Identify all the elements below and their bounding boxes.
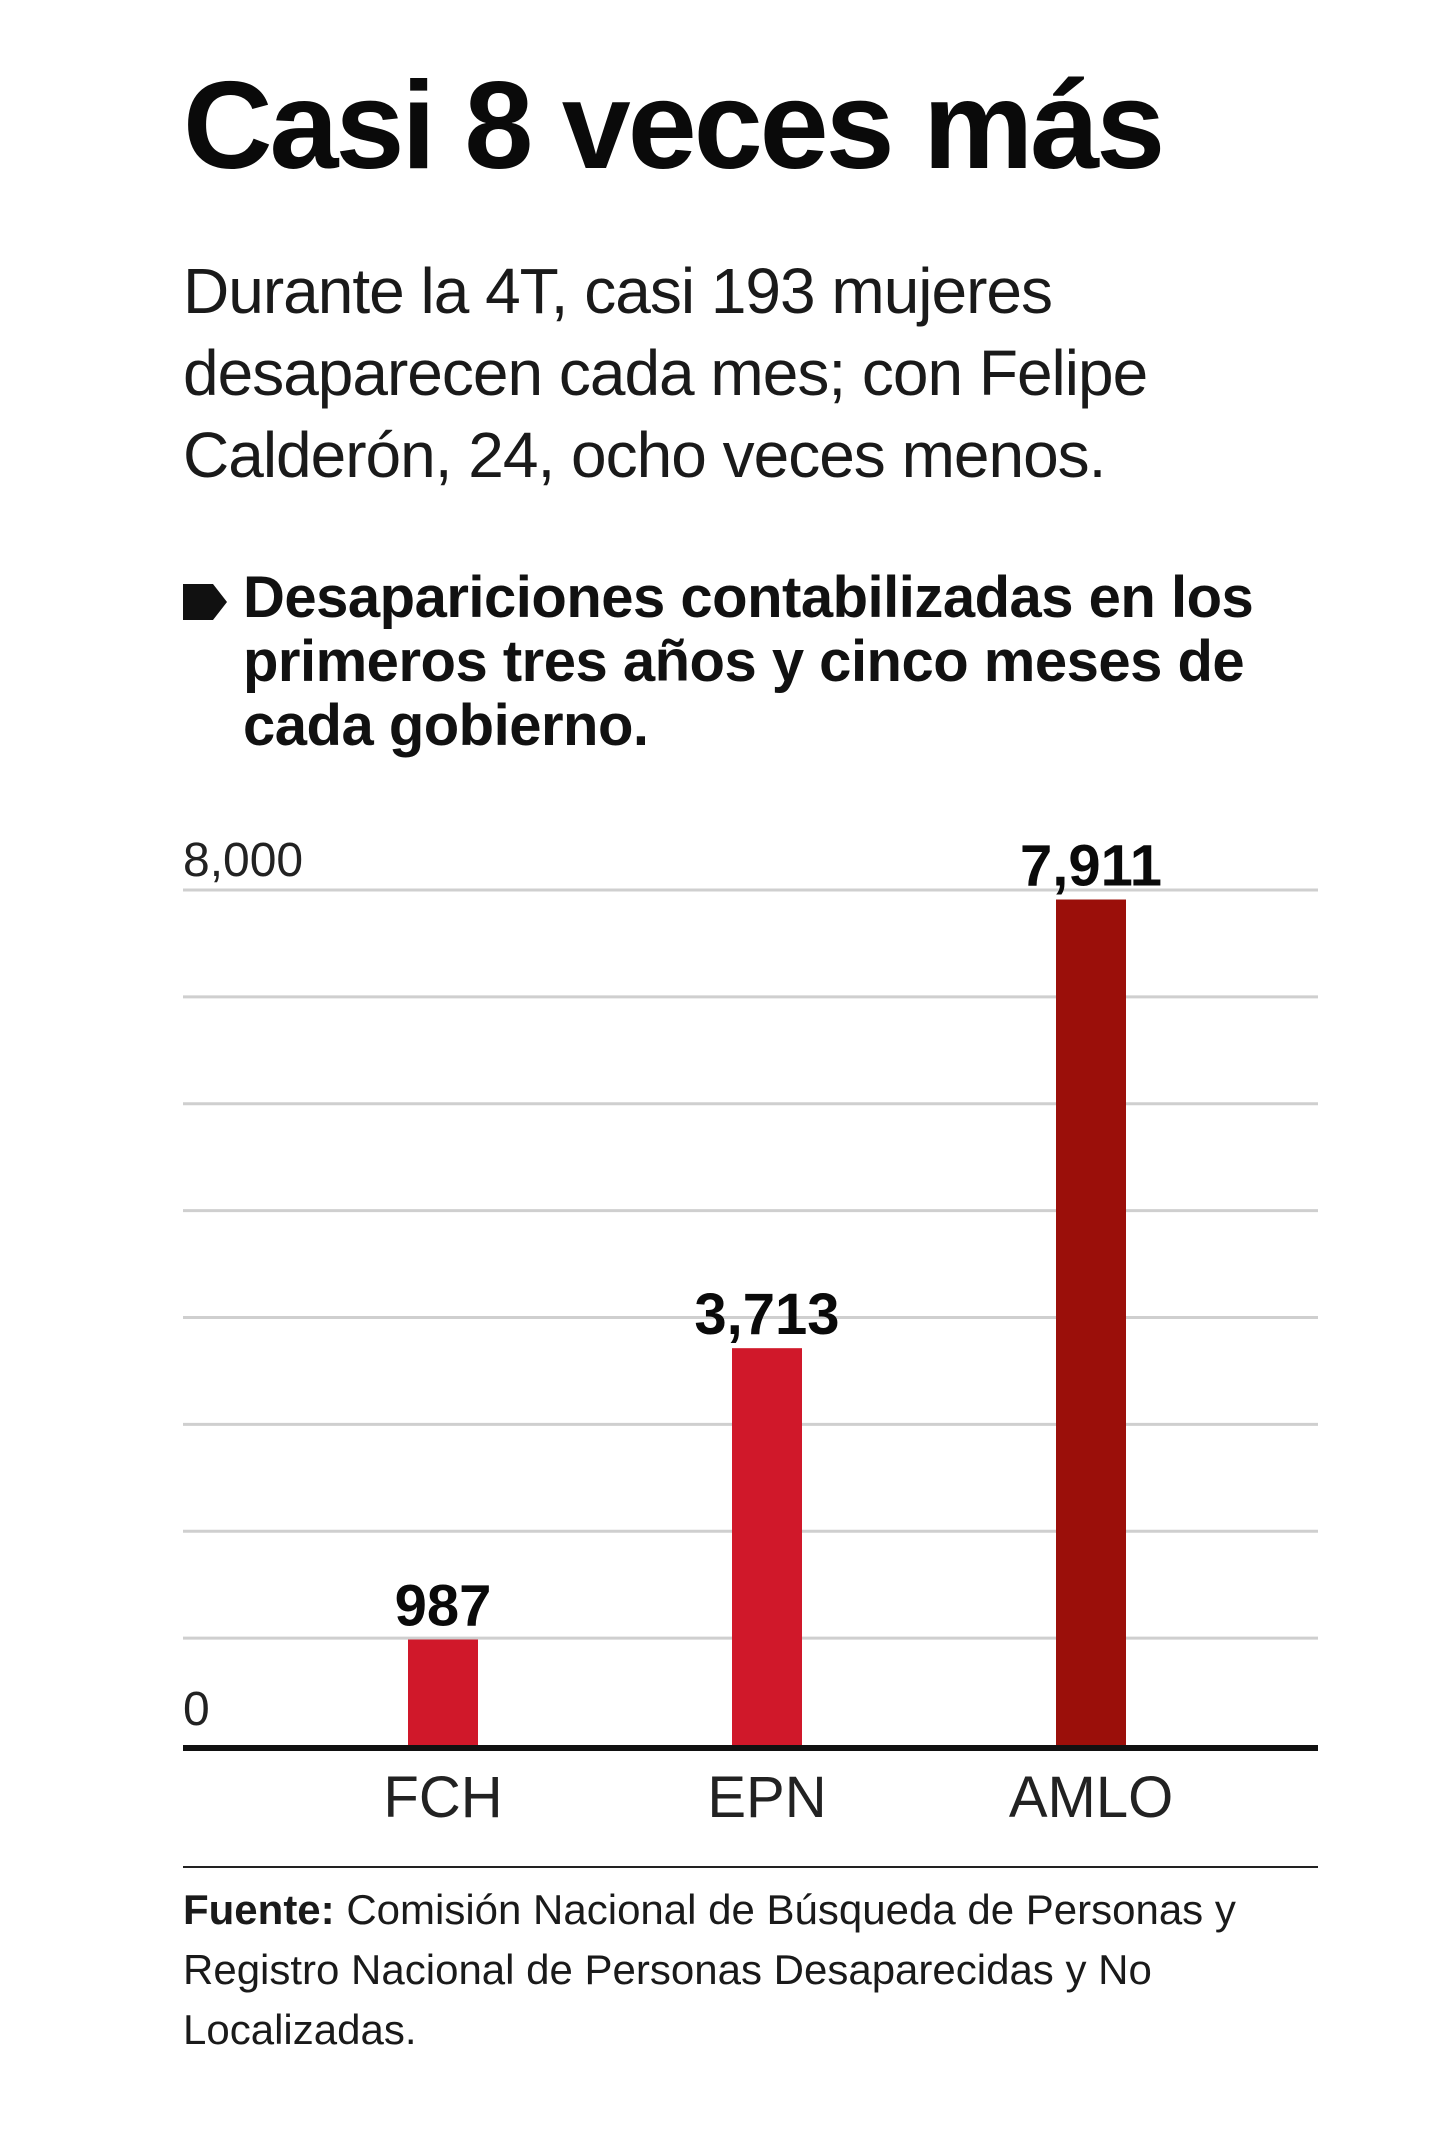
bar-epn: [732, 1348, 802, 1745]
x-tick-label: EPN: [707, 1765, 826, 1830]
data-label: 7,911: [1020, 834, 1162, 899]
source-label: Fuente:: [183, 1886, 335, 1933]
y-tick-label: 8,000: [183, 834, 303, 887]
chart-title: Casi 8 veces más: [183, 57, 1165, 195]
source-divider: [183, 1866, 1318, 1868]
bullet-arrow-icon: [183, 584, 227, 620]
bar-chart: 0 8,000 987 FCH 3,713 EPN 7,911 AMLO: [183, 834, 1318, 1830]
data-label: 3,713: [694, 1282, 839, 1347]
data-label: 987: [395, 1574, 492, 1639]
chart-subtitle: Durante la 4T, casi 193 mujeres desapare…: [183, 255, 1148, 491]
chart-heading-text: Desapariciones contabilizadas en los pri…: [243, 565, 1254, 758]
y-tick-label: 0: [183, 1683, 210, 1736]
x-tick-label: AMLO: [1009, 1765, 1173, 1830]
bar-amlo: [1056, 899, 1126, 1745]
bar-fch: [408, 1639, 478, 1745]
x-tick-label: FCH: [383, 1765, 502, 1830]
source-text: Comisión Nacional de Búsqueda de Persona…: [183, 1886, 1236, 2053]
source-note: Fuente: Comisión Nacional de Búsqueda de…: [183, 1880, 1343, 2060]
